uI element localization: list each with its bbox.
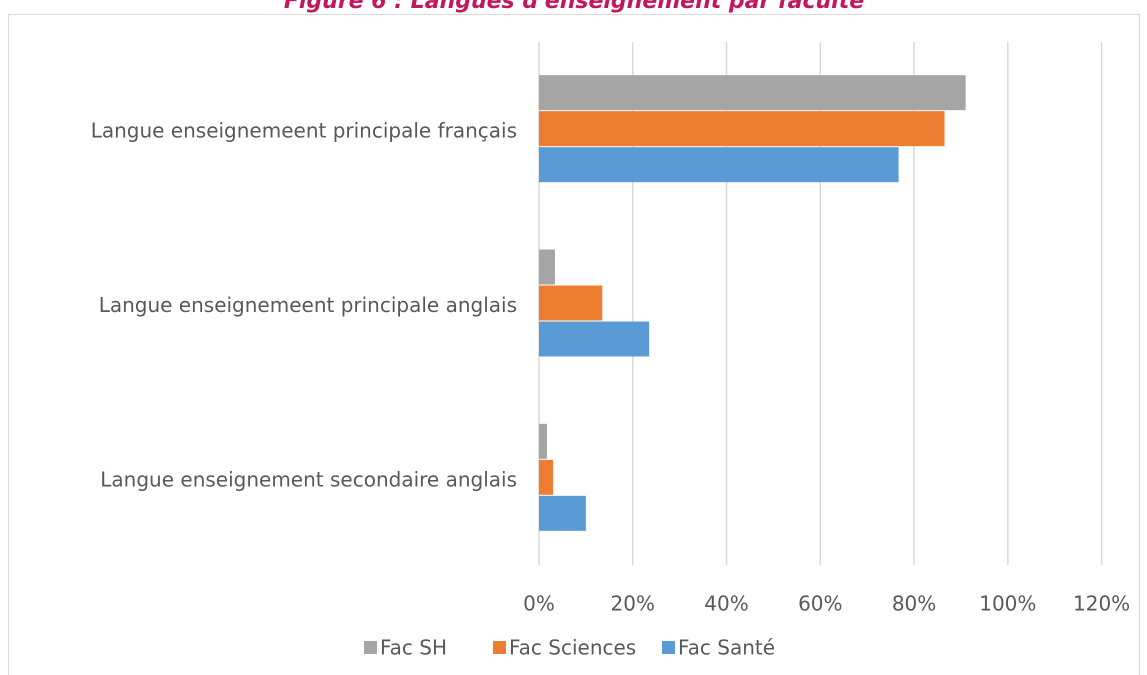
bar: [539, 321, 650, 357]
legend-swatch: [364, 641, 377, 654]
bar: [539, 285, 603, 321]
bar: [539, 495, 586, 531]
bar: [539, 75, 966, 111]
chart-frame: [8, 14, 1140, 675]
bar: [539, 249, 555, 285]
bar: [539, 111, 945, 147]
y-tick-label: Langue enseignement secondaire anglais: [100, 467, 517, 491]
x-tick-label: 80%: [892, 592, 936, 616]
x-tick-label: 60%: [798, 592, 842, 616]
x-tick-label: 0%: [523, 592, 555, 616]
bar: [539, 459, 554, 495]
bar: [539, 423, 547, 459]
y-tick-label: Langue enseignemeent principale français: [91, 119, 517, 143]
legend-label: Fac Santé: [678, 636, 775, 660]
legend-label: Fac Sciences: [509, 636, 636, 660]
x-tick-label: 100%: [979, 592, 1036, 616]
x-tick-label: 40%: [704, 592, 748, 616]
chart-title: Figure 6 : Langues d'enseignement par fa…: [284, 0, 864, 14]
legend-label: Fac SH: [380, 636, 447, 660]
bar: [539, 147, 899, 183]
legend-swatch: [493, 641, 506, 654]
x-tick-label: 20%: [611, 592, 655, 616]
legend-swatch: [662, 641, 675, 654]
y-tick-label: Langue enseignemeent principale anglais: [99, 293, 517, 317]
x-tick-label: 120%: [1073, 592, 1130, 616]
